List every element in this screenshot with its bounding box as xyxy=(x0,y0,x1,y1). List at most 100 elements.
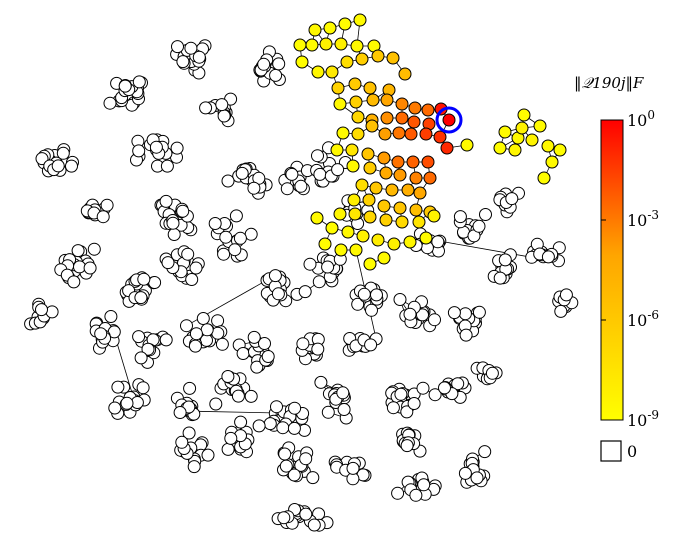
graph-node xyxy=(159,194,173,208)
graph-node-colored xyxy=(403,235,417,249)
graph-node-colored xyxy=(395,111,409,125)
graph-node-colored xyxy=(363,161,377,175)
graph-node-colored xyxy=(323,21,337,35)
graph-node xyxy=(287,468,301,482)
graph-node xyxy=(200,323,214,337)
graph-node-colored xyxy=(525,133,539,147)
graph-node xyxy=(277,511,291,525)
graph-node-colored xyxy=(293,38,307,52)
graph-node-colored xyxy=(311,65,325,79)
colorbar-title: ‖𝒬190j‖F xyxy=(574,74,644,92)
graph-node xyxy=(470,471,484,485)
graph-node xyxy=(559,288,573,302)
graph-node xyxy=(118,79,132,93)
graph-node xyxy=(94,327,108,341)
graph-node-colored xyxy=(404,127,418,141)
graph-node xyxy=(132,330,146,344)
graph-node xyxy=(252,419,266,433)
graph-node xyxy=(472,305,486,319)
graph-node-colored xyxy=(421,103,435,117)
graph-node xyxy=(257,57,271,71)
graph-node-colored xyxy=(553,143,567,157)
graph-nodes xyxy=(24,13,579,532)
graph-node xyxy=(270,400,283,414)
graph-node xyxy=(67,275,81,289)
graph-node xyxy=(400,439,414,453)
graph-node-colored xyxy=(433,130,447,144)
graph-node xyxy=(314,375,328,389)
graph-node-colored xyxy=(363,210,377,224)
graph-node xyxy=(217,247,231,261)
graph-node-colored xyxy=(295,55,309,69)
colorbar-tick-label: 10-3 xyxy=(627,208,659,230)
graph-node-colored xyxy=(347,193,361,207)
graph-node xyxy=(299,507,313,521)
graph-node xyxy=(229,209,243,223)
graph-node xyxy=(100,198,114,212)
graph-node xyxy=(104,310,118,323)
graph-node xyxy=(307,518,321,532)
graph-node-colored xyxy=(319,37,333,51)
graph-node xyxy=(184,41,198,55)
graph-node xyxy=(217,109,231,123)
graph-node-colored xyxy=(369,181,383,195)
graph-node-colored xyxy=(406,155,420,169)
graph-node-colored xyxy=(333,207,347,221)
graph-node xyxy=(438,381,451,395)
colorbar-tick-label: 10-9 xyxy=(627,408,659,430)
graph-node xyxy=(458,307,472,321)
graph-node-colored xyxy=(380,93,394,107)
graph-node-colored xyxy=(498,125,512,139)
graph-node xyxy=(183,381,197,395)
graph-node-colored xyxy=(355,178,369,192)
graph-node xyxy=(261,350,275,363)
graph-node xyxy=(35,303,48,317)
graph-node-colored xyxy=(348,207,362,221)
graph-node xyxy=(192,50,206,64)
graph-node-colored xyxy=(334,243,348,257)
graph-node-colored xyxy=(363,257,377,271)
graph-node xyxy=(351,297,365,311)
graph-node xyxy=(134,291,148,305)
graph-edge xyxy=(439,240,532,258)
graph-node xyxy=(272,57,286,71)
graph-node-colored xyxy=(333,97,347,111)
colorbar: ‖𝒬190j‖F 100 10-3 10-6 10-9 0 xyxy=(574,74,659,462)
graph-node xyxy=(394,387,408,401)
graph-node xyxy=(134,351,148,365)
graph-node xyxy=(159,333,173,347)
graph-node-colored xyxy=(349,243,363,257)
graph-node-colored xyxy=(355,52,369,66)
graph-node-colored xyxy=(442,113,456,127)
graph-node xyxy=(306,471,320,485)
graph-node xyxy=(136,381,150,395)
graph-node-colored xyxy=(533,119,547,133)
graph-node xyxy=(298,285,312,299)
graph-node xyxy=(199,101,213,115)
graph-node-colored xyxy=(380,111,394,125)
graph-node-colored xyxy=(325,221,339,235)
graph-node xyxy=(400,405,414,419)
graph-node xyxy=(311,342,325,356)
graph-node xyxy=(181,247,195,261)
graph-node-colored xyxy=(386,51,400,65)
graph-node xyxy=(103,96,117,110)
graph-node-colored xyxy=(362,193,376,207)
graph-node-colored xyxy=(336,126,350,140)
graph-node xyxy=(312,275,326,289)
graph-node xyxy=(221,174,235,188)
graph-node xyxy=(431,235,445,249)
graph-node-colored xyxy=(395,215,409,229)
graph-node xyxy=(321,260,335,274)
graph-node xyxy=(279,459,293,473)
graph-node xyxy=(233,231,247,245)
graph-node-colored xyxy=(377,199,391,213)
graph-node-colored xyxy=(412,215,426,229)
graph-node-colored xyxy=(371,233,385,247)
graph-node xyxy=(294,179,308,193)
graph-node xyxy=(505,192,519,206)
graph-node xyxy=(234,415,248,429)
graph-node xyxy=(331,163,345,177)
graph-node xyxy=(244,227,258,241)
graph-node xyxy=(364,338,378,352)
